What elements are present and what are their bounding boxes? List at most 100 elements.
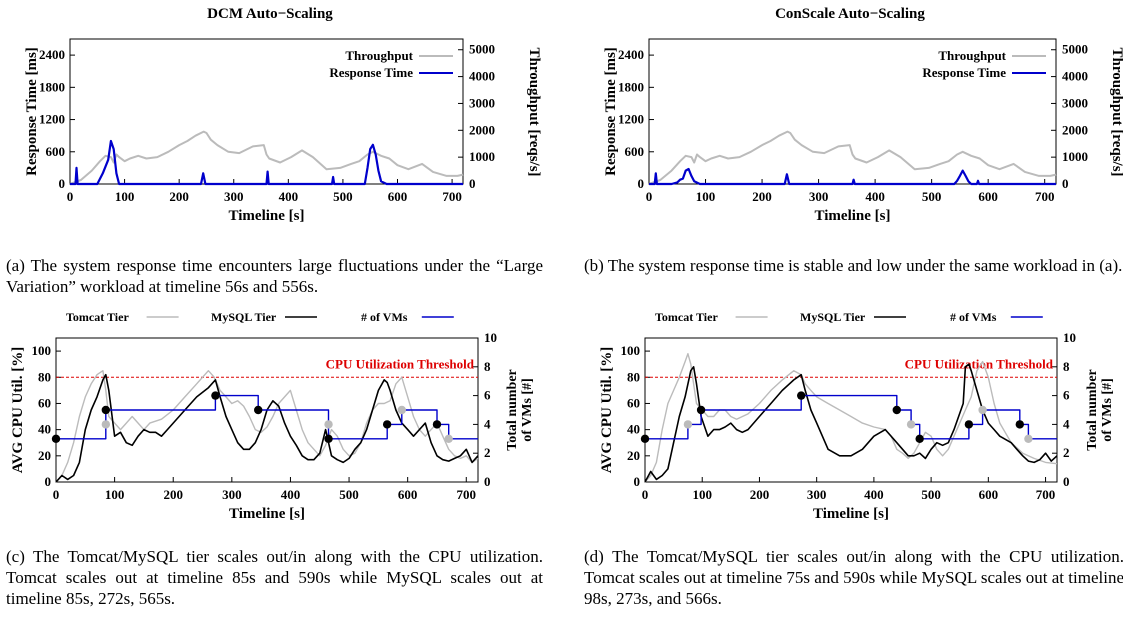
chart-c-svg: 0 100 200 300 400 500 600 700 0 20 40 60 80 100 0 2 4 6 8 1… (10, 310, 535, 522)
chart-d-legend-label: Tomcat Tier (655, 310, 718, 324)
chart-d-xtick-label: 300 (807, 487, 827, 502)
chart-b-y2tick-label: 4000 (1062, 69, 1088, 84)
chart-d-plot-frame (644, 337, 1058, 483)
chart-a-series-throughput (69, 130, 464, 185)
chart-d-series-of-vms (645, 394, 1057, 440)
chart-a-svg: 0 100 200 300 400 500 600 700 0 600 1200 1800 2400 0 1… (24, 38, 542, 224)
chart-c-tomcat-marker (397, 405, 407, 415)
chart-c-plot-frame (55, 337, 479, 483)
chart-b-ytick-label: 600 (625, 144, 645, 159)
chart-a-ytick-label: 600 (46, 144, 66, 159)
chart-a-xtick-label: 100 (115, 189, 135, 204)
chart-c-ytick-label: 40 (38, 422, 51, 437)
chart-b-xtick-label: 300 (809, 189, 829, 204)
chart-c-ytick-label: 20 (38, 448, 51, 463)
chart-c-mysql-marker (324, 434, 333, 443)
chart-a-xaxis-label: Timeline [s] (229, 208, 305, 224)
chart-d-mysql-marker (797, 391, 806, 400)
chart-c-y2tick-label: 10 (484, 330, 497, 345)
chart-a-xtick-label: 300 (224, 189, 244, 204)
chart-d-xaxis-label: Timeline [s] (813, 506, 889, 522)
chart-d-xtick-label: 400 (864, 487, 884, 502)
chart-c-mysql-marker (432, 420, 442, 429)
chart-c-y2tick-label: 4 (484, 416, 491, 431)
chart-d-ytick-label: 0 (634, 474, 641, 489)
chart-d-y2tick-label: 0 (1063, 474, 1070, 489)
chart-a-y2tick-label: 1000 (469, 149, 495, 164)
chart-d-legend-label: MySQL Tier (800, 310, 866, 324)
chart-a-y2tick-label: 3000 (469, 95, 495, 110)
chart-a-y2tick-label: 0 (469, 176, 476, 191)
chart-d-mysql-marker (1015, 420, 1025, 429)
chart-c-y2tick-label: 0 (484, 474, 491, 489)
chart-a-ytick-label: 0 (59, 176, 66, 191)
chart-c-mysql-marker (382, 420, 392, 429)
chart-d: 0 100 200 300 400 500 600 700 0 20 40 60 80 100 0 2 4 6 8 1… (578, 306, 1123, 536)
chart-b-svg: 0 100 200 300 400 500 600 700 0 600 1200 1800 2400 0 1… (603, 38, 1123, 224)
chart-d-series-tomcat-tier (644, 353, 1058, 483)
chart-d-y2tick-label: 4 (1063, 416, 1070, 431)
chart-d-mysql-marker (964, 420, 974, 429)
chart-b-ytick-label: 1200 (618, 112, 644, 127)
chart-d-xtick-label: 500 (921, 487, 941, 502)
chart-b-series-response-time (649, 167, 1056, 186)
chart-c-ytick-label: 0 (45, 474, 52, 489)
chart-a-yaxis-label: Response Time [ms] (24, 47, 40, 176)
chart-b-legend-label: Throughput (938, 48, 1006, 63)
chart-a-xtick-label: 700 (442, 189, 462, 204)
chart-a-y2tick-label: 5000 (469, 42, 495, 57)
chart-b-y2tick-label: 2000 (1062, 122, 1088, 137)
chart-d-ytick-label: 100 (621, 343, 641, 358)
chart-c-xtick-label: 700 (457, 487, 477, 502)
chart-d-xtick-label: 700 (1036, 487, 1056, 502)
chart-c-ytick-label: 80 (38, 369, 51, 384)
chart-b-xtick-label: 200 (752, 189, 772, 204)
chart-d-threshold-label: CPU Utilization Threshold (905, 356, 1054, 371)
chart-a-xtick-label: 400 (279, 189, 299, 204)
chart-b-legend-label: Response Time (922, 65, 1006, 80)
chart-d-ytick-label: 60 (627, 395, 640, 410)
chart-c-ytick-label: 60 (38, 395, 51, 410)
chart-b-xtick-label: 500 (922, 189, 942, 204)
chart-a-xtick-label: 200 (169, 189, 189, 204)
chart-c-yaxis-label: AVG CPU Util. [%] (10, 347, 26, 473)
chart-a-xtick-label: 500 (333, 189, 353, 204)
chart-b-y2tick-label: 5000 (1062, 42, 1088, 57)
chart-c-ytick-label: 100 (32, 343, 52, 358)
chart-a-ytick-label: 2400 (39, 47, 65, 62)
chart-c-mysql-marker (51, 434, 61, 443)
chart-c-xtick-label: 600 (398, 487, 418, 502)
chart-c-mysql-marker (101, 405, 111, 415)
chart-b-xtick-label: 400 (865, 189, 885, 204)
caption-b: (b) The system response time is stable a… (584, 256, 1123, 275)
chart-b-xaxis-label: Timeline [s] (815, 208, 891, 224)
chart-d-y2axis-label: Total numberof VMs [#] (1085, 369, 1115, 451)
chart-c-y2axis-label: Total numberof VMs [#] (505, 369, 535, 451)
chart-a-legend-label: Response Time (329, 65, 413, 80)
chart-a-xtick-label: 600 (388, 189, 408, 204)
chart-d-series-mysql-tier (644, 363, 1058, 483)
chart-d-svg: 0 100 200 300 400 500 600 700 0 20 40 60 80 100 0 2 4 6 8 1… (599, 310, 1115, 522)
chart-b-xtick-label: 0 (646, 189, 653, 204)
chart-b-xtick-label: 600 (978, 189, 998, 204)
chart-d-xtick-label: 600 (979, 487, 999, 502)
chart-b-yaxis-label: Response Time [ms] (603, 47, 619, 176)
chart-c-y2tick-label: 2 (484, 445, 491, 460)
chart-b-y2axis-label: Throughput [reqs/s] (1109, 47, 1123, 176)
chart-c-threshold-label: CPU Utilization Threshold (326, 356, 475, 371)
chart-b-y2tick-label: 0 (1062, 176, 1069, 191)
chart-d-legend-label: # of VMs (950, 310, 997, 324)
chart-c-mysql-marker (254, 405, 263, 415)
caption-d: (d) The Tomcat/MySQL tier scales out/in … (584, 547, 1123, 608)
chart-d-tomcat-marker (1024, 434, 1033, 443)
chart-d-ytick-label: 20 (627, 448, 640, 463)
chart-d-tomcat-marker (978, 405, 987, 415)
chart-a-y2axis-label: Throughput [reqs/s] (526, 47, 542, 176)
chart-b-ytick-label: 2400 (618, 47, 644, 62)
chart-b-y2tick-label: 3000 (1062, 95, 1088, 110)
chart-c-series-tomcat-tier (55, 369, 479, 483)
chart-c-xaxis-label: Timeline [s] (229, 506, 305, 522)
chart-b-title: ConScale Auto−Scaling (775, 6, 925, 22)
chart-d-xtick-label: 0 (642, 487, 649, 502)
chart-c-xtick-label: 100 (105, 487, 125, 502)
